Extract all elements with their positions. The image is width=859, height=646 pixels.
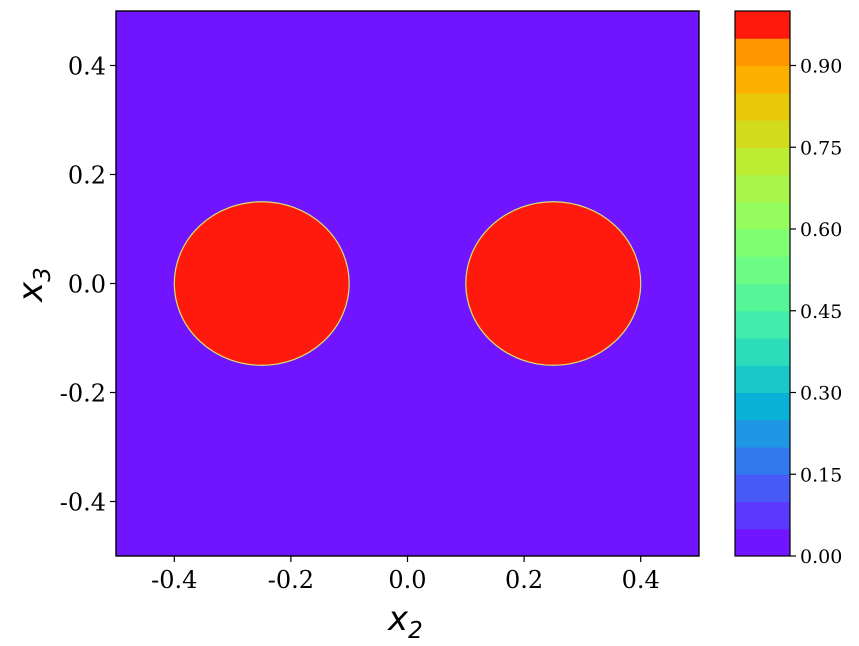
y-tick-label: -0.2 bbox=[60, 380, 106, 408]
colorbar-frame bbox=[734, 10, 791, 557]
x-axis: -0.4 -0.2 0.0 0.2 0.4 bbox=[151, 556, 660, 594]
colorbar-band bbox=[735, 447, 790, 475]
x-tick-label: 0.4 bbox=[622, 566, 660, 594]
y-tick-label: 0.4 bbox=[68, 53, 106, 81]
x-tick-label: 0.2 bbox=[505, 566, 543, 594]
colorbar-band bbox=[735, 120, 790, 148]
colorbar-band bbox=[735, 501, 790, 530]
colorbar-band bbox=[735, 201, 790, 230]
colorbar-band bbox=[735, 419, 790, 448]
y-tick-label: 0.0 bbox=[68, 271, 106, 299]
colorbar-band bbox=[735, 38, 790, 66]
colorbar-band bbox=[735, 392, 790, 421]
colorbar-band bbox=[735, 528, 790, 557]
colorbar-tick-label: 0.15 bbox=[800, 464, 842, 486]
colorbar: 0.00 0.15 0.30 0.45 0.60 0.75 0.90 bbox=[734, 10, 842, 568]
colorbar-tick-label: 0.00 bbox=[800, 546, 842, 568]
y-axis: -0.4 -0.2 0.0 0.2 0.4 bbox=[60, 53, 116, 517]
x-tick-label: 0.0 bbox=[388, 566, 426, 594]
y-tick-label: -0.4 bbox=[60, 489, 106, 517]
colorbar-band bbox=[735, 310, 790, 339]
y-axis-label: x3 bbox=[11, 267, 56, 303]
colorbar-band bbox=[735, 365, 790, 393]
circle-region-2 bbox=[465, 201, 642, 366]
colorbar-band bbox=[735, 474, 790, 502]
colorbar-tick-label: 0.90 bbox=[800, 56, 842, 78]
colorbar-band bbox=[735, 65, 790, 94]
y-tick-label: 0.2 bbox=[68, 162, 106, 190]
colorbar-band bbox=[735, 174, 790, 203]
x-tick-label: -0.4 bbox=[151, 566, 197, 594]
colorbar-band bbox=[735, 283, 790, 312]
colorbar-band bbox=[735, 11, 790, 39]
colorbar-tick-label: 0.60 bbox=[800, 219, 842, 241]
plot-area bbox=[115, 10, 700, 557]
colorbar-band bbox=[735, 256, 790, 284]
colorbar-tick-label: 0.30 bbox=[800, 383, 842, 405]
colorbar-band bbox=[735, 229, 790, 257]
x-tick-label: -0.2 bbox=[268, 566, 314, 594]
colorbar-tick-label: 0.75 bbox=[800, 137, 842, 159]
circle-region-1 bbox=[173, 201, 350, 366]
x-axis-label: x2 bbox=[387, 599, 423, 644]
colorbar-band bbox=[735, 92, 790, 121]
colorbar-band bbox=[735, 338, 790, 366]
colorbar-tick-label: 0.45 bbox=[800, 301, 842, 323]
colorbar-band bbox=[735, 147, 790, 175]
